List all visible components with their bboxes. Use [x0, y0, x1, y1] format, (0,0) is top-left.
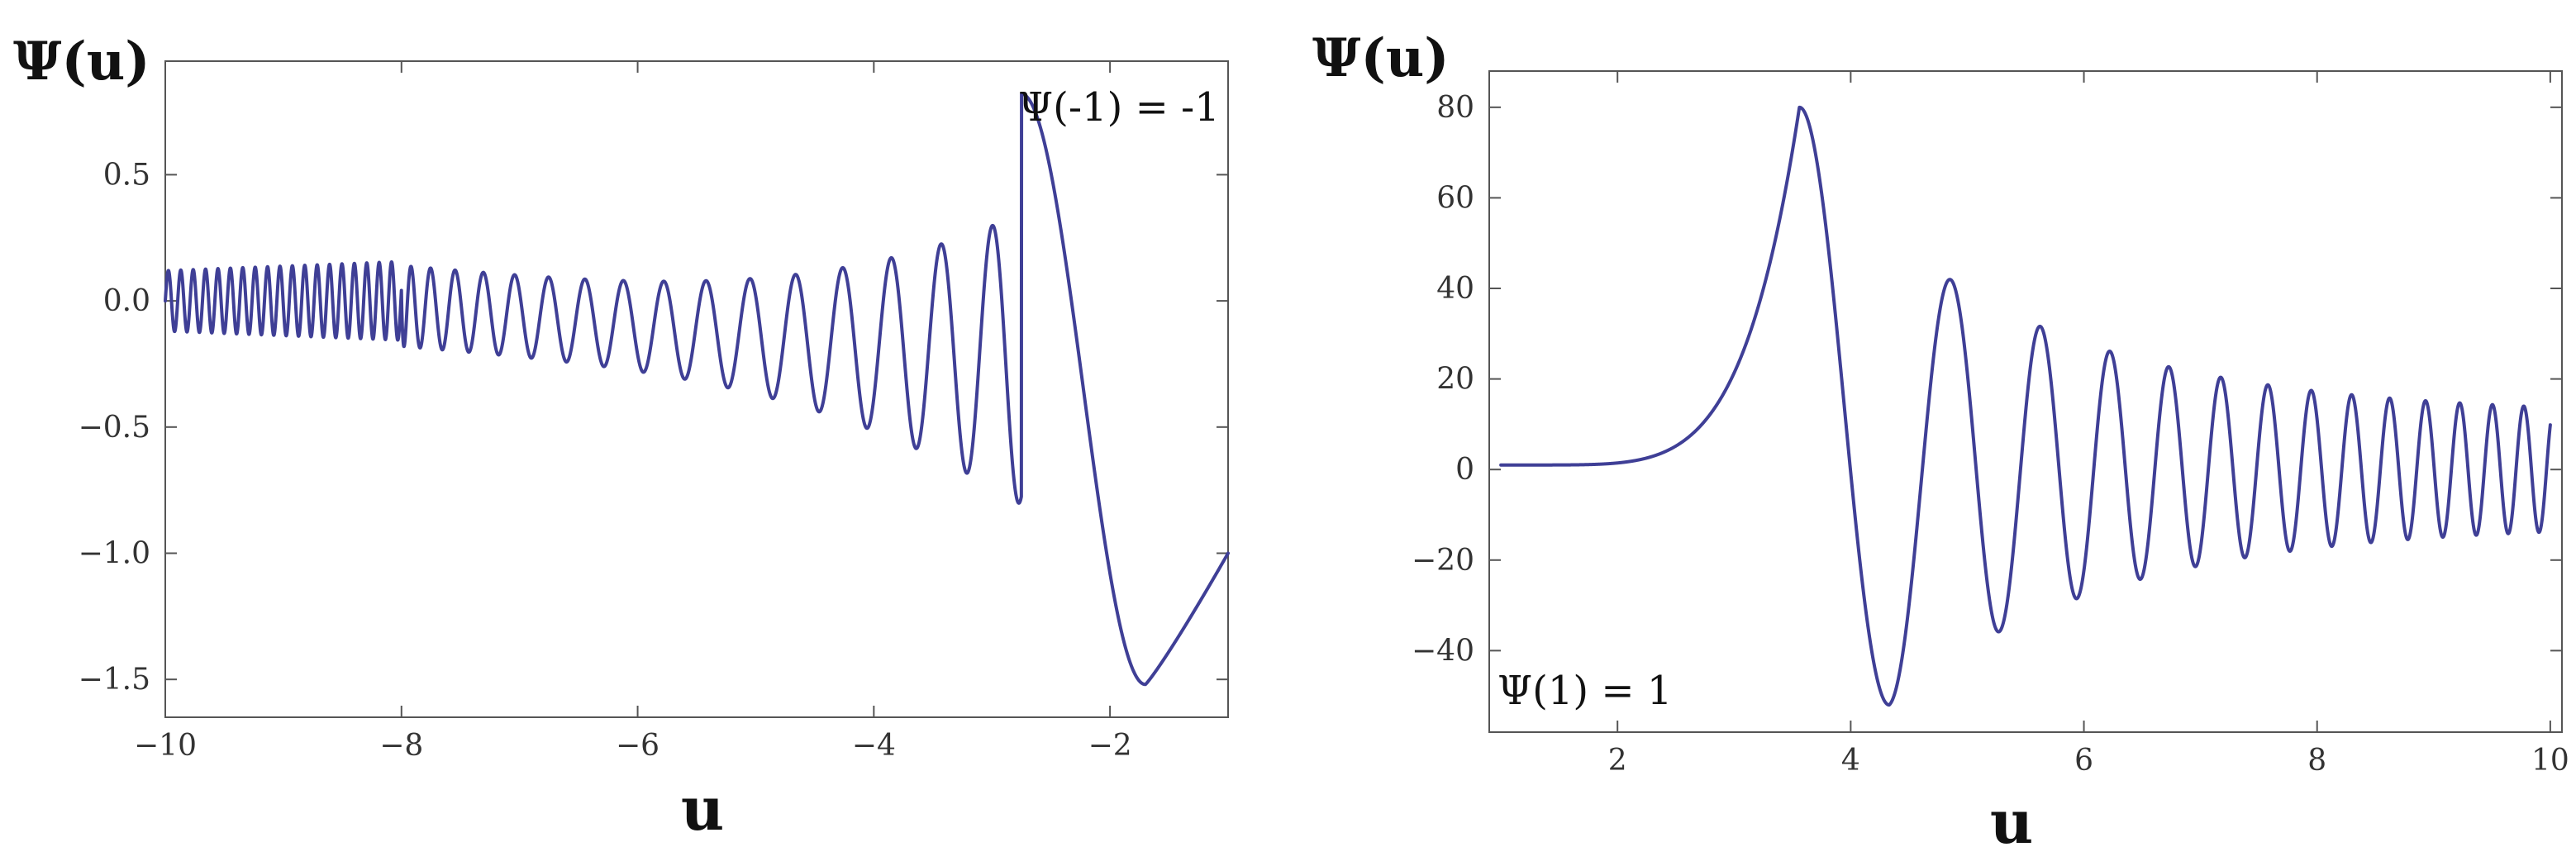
left-y-tick-label: −0.5 — [79, 411, 150, 445]
left-series-line — [164, 92, 1230, 687]
left-chart-panel: −10 −8 −6 −4 −2 0.5 0.0 −0.5 −1.0 −1.5 Ψ(-1) = -1… — [13, 31, 1230, 844]
right-y-tick-label: −20 — [1412, 544, 1474, 578]
left-x-tick-label: −10 — [134, 729, 197, 763]
left-y-tick-label: −1.0 — [79, 537, 150, 571]
left-x-tick-label: −8 — [379, 729, 423, 763]
right-x-tick-label: 10 — [2531, 744, 2569, 778]
right-y-tick-label: 60 — [1436, 181, 1474, 215]
right-tick-labels: 2 4 6 8 10 80 60 40 20 0 −20 −40 — [1412, 91, 2569, 778]
right-chart-panel: 2 4 6 8 10 80 60 40 20 0 −20 −40 Ψ(1) = 1 Ψ(u) u — [1312, 27, 2569, 857]
right-x-tick-label: 2 — [1608, 744, 1627, 778]
left-plot-frame — [164, 60, 1229, 718]
left-annotation: Ψ(-1) = -1 — [1018, 84, 1220, 131]
right-y-tick-label: 40 — [1436, 272, 1474, 306]
right-y-tick-label: −40 — [1412, 634, 1474, 668]
right-plot-frame — [1488, 70, 2563, 733]
left-y-tick-label: −1.5 — [79, 663, 150, 697]
right-x-tick-label: 4 — [1841, 744, 1860, 778]
left-y-tick-label: 0.0 — [103, 284, 150, 318]
right-y-tick-label: 80 — [1436, 91, 1474, 125]
right-series-line — [1499, 105, 2552, 707]
right-y-tick-label: 0 — [1455, 453, 1474, 487]
right-x-axis-label: u — [1990, 787, 2033, 857]
right-x-tick-label: 6 — [2074, 744, 2093, 778]
right-annotation: Ψ(1) = 1 — [1498, 668, 1672, 714]
left-x-tick-label: −4 — [852, 729, 896, 763]
right-y-axis-label: Ψ(u) — [1312, 27, 1450, 89]
right-ticks — [1489, 71, 2562, 732]
left-y-tick-label: 0.5 — [103, 158, 150, 192]
left-x-axis-label: u — [681, 773, 724, 844]
left-x-tick-label: −2 — [1088, 729, 1132, 763]
left-y-axis-label: Ψ(u) — [13, 31, 150, 93]
right-x-tick-label: 8 — [2307, 744, 2326, 778]
left-x-tick-label: −6 — [616, 729, 659, 763]
right-y-tick-label: 20 — [1436, 363, 1474, 397]
left-tick-labels: −10 −8 −6 −4 −2 0.5 0.0 −0.5 −1.0 −1.5 — [79, 158, 1132, 763]
left-ticks — [164, 61, 1228, 717]
